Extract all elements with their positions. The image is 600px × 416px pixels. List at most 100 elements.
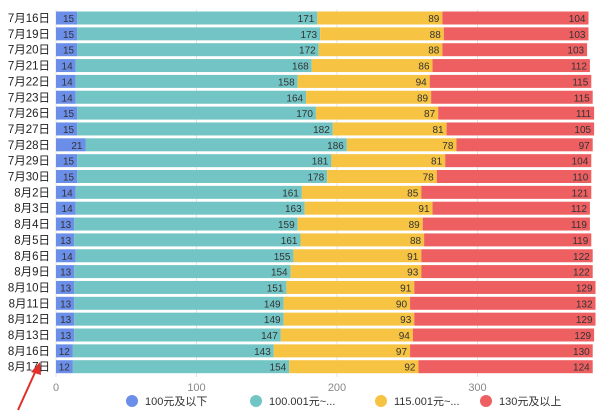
bar-value-label: 88 xyxy=(410,236,422,247)
bar-segment xyxy=(421,249,593,263)
bar-value-label: 111 xyxy=(576,109,592,120)
legend-label: 115.001元~... xyxy=(394,396,460,408)
bar-segment xyxy=(56,59,76,73)
x-tick-label: 300 xyxy=(468,382,486,394)
bar-segment xyxy=(331,154,446,168)
bar-value-label: 21 xyxy=(71,141,83,152)
bar-segment xyxy=(74,296,284,310)
category-label: 7月28日 xyxy=(8,140,50,152)
bar-value-label: 143 xyxy=(254,347,271,358)
bar-segment xyxy=(56,312,75,326)
bar-segment xyxy=(74,265,291,279)
bar-value-label: 129 xyxy=(576,283,593,294)
legend-label: 100元及以下 xyxy=(145,396,207,408)
bar-segment xyxy=(280,328,413,342)
bar-value-label: 129 xyxy=(576,315,593,326)
bar-value-label: 81 xyxy=(432,125,444,136)
bar-segment xyxy=(56,328,75,342)
bar-value-label: 172 xyxy=(299,46,316,57)
bar-segment xyxy=(306,90,432,104)
bar-segment xyxy=(432,201,590,215)
bar-value-label: 12 xyxy=(59,347,71,358)
category-label: 7月29日 xyxy=(8,156,50,168)
bar-value-label: 14 xyxy=(62,93,74,104)
bar-segment xyxy=(422,217,590,231)
bar-value-label: 86 xyxy=(418,62,430,73)
bar-value-label: 161 xyxy=(282,188,299,199)
bar-value-label: 15 xyxy=(63,125,75,136)
category-label: 7月16日 xyxy=(8,13,50,25)
bar-segment xyxy=(317,11,443,25)
bar-segment xyxy=(56,233,75,247)
bar-value-label: 93 xyxy=(400,315,412,326)
annotation-arrow-shaft xyxy=(17,367,38,411)
bar-segment xyxy=(75,74,298,88)
category-label: 8月4日 xyxy=(14,219,50,231)
bar-segment xyxy=(286,280,415,294)
bar-segment xyxy=(56,360,73,374)
category-label: 8月10日 xyxy=(8,282,50,294)
category-label: 7月26日 xyxy=(8,108,50,120)
bar-segment xyxy=(304,201,433,215)
bar-segment xyxy=(431,90,593,104)
bar-segment xyxy=(56,217,75,231)
bar-value-label: 13 xyxy=(60,236,72,247)
bar-segment xyxy=(56,201,76,215)
bar-value-label: 158 xyxy=(278,77,295,88)
category-label: 8月11日 xyxy=(9,298,50,310)
bar-value-label: 154 xyxy=(270,363,287,374)
bar-value-label: 147 xyxy=(261,331,278,342)
category-label: 8月6日 xyxy=(14,251,50,263)
bar-segment xyxy=(74,217,298,231)
bar-value-label: 14 xyxy=(62,77,74,88)
x-tick-label: 200 xyxy=(328,382,346,394)
bar-segment xyxy=(301,185,422,199)
annotation-arrow-head xyxy=(31,362,41,375)
bar-value-label: 115 xyxy=(574,93,590,104)
bar-value-label: 97 xyxy=(396,347,408,358)
bar-value-label: 112 xyxy=(571,62,587,73)
bar-value-label: 85 xyxy=(407,188,419,199)
category-axis-labels: 7月16日 7月19日 7月20日 7月21日 7月22日 7月23日 7月26日 7月27日… xyxy=(8,13,50,374)
bar-segment xyxy=(414,280,596,294)
bar-value-label: 78 xyxy=(423,173,435,184)
bar-segment xyxy=(300,233,425,247)
bar-value-label: 186 xyxy=(327,141,344,152)
bar-value-label: 89 xyxy=(409,220,421,231)
bar-segment xyxy=(432,59,590,73)
bar-segment xyxy=(442,43,588,57)
bar-value-label: 164 xyxy=(286,93,303,104)
bar-segment xyxy=(412,328,595,342)
bar-value-label: 103 xyxy=(567,46,584,57)
bar-segment xyxy=(429,74,592,88)
legend-item: 100元及以下 xyxy=(126,395,207,408)
bar-segment xyxy=(72,360,290,374)
bar-value-label: 89 xyxy=(428,14,440,25)
legend-label: 130元及以上 xyxy=(499,395,561,408)
value-axis-ticks: 0 100 200 300 xyxy=(53,382,487,394)
bar-value-label: 13 xyxy=(60,283,72,294)
bar-value-label: 119 xyxy=(571,220,587,231)
category-label: 7月21日 xyxy=(8,61,50,73)
bar-value-label: 15 xyxy=(63,14,75,25)
bar-segment xyxy=(56,11,78,25)
bar-value-label: 90 xyxy=(396,299,408,310)
bar-segment xyxy=(75,201,305,215)
bar-value-label: 122 xyxy=(573,252,590,263)
bar-value-label: 149 xyxy=(264,299,281,310)
bar-segment xyxy=(346,138,457,152)
bar-value-label: 122 xyxy=(573,268,590,279)
bar-value-label: 132 xyxy=(576,299,593,310)
bar-segment xyxy=(75,59,312,73)
bar-segment xyxy=(327,170,437,183)
bar-segment xyxy=(410,344,593,358)
bar-value-label: 91 xyxy=(400,283,412,294)
bar-value-label: 14 xyxy=(62,204,74,215)
bar-segment xyxy=(315,106,439,120)
category-label: 7月20日 xyxy=(8,45,50,57)
bar-value-label: 130 xyxy=(573,347,590,358)
bar-segment xyxy=(72,344,274,358)
bar-value-label: 151 xyxy=(267,283,284,294)
bar-segment xyxy=(56,154,78,168)
bar-segment xyxy=(56,280,75,294)
